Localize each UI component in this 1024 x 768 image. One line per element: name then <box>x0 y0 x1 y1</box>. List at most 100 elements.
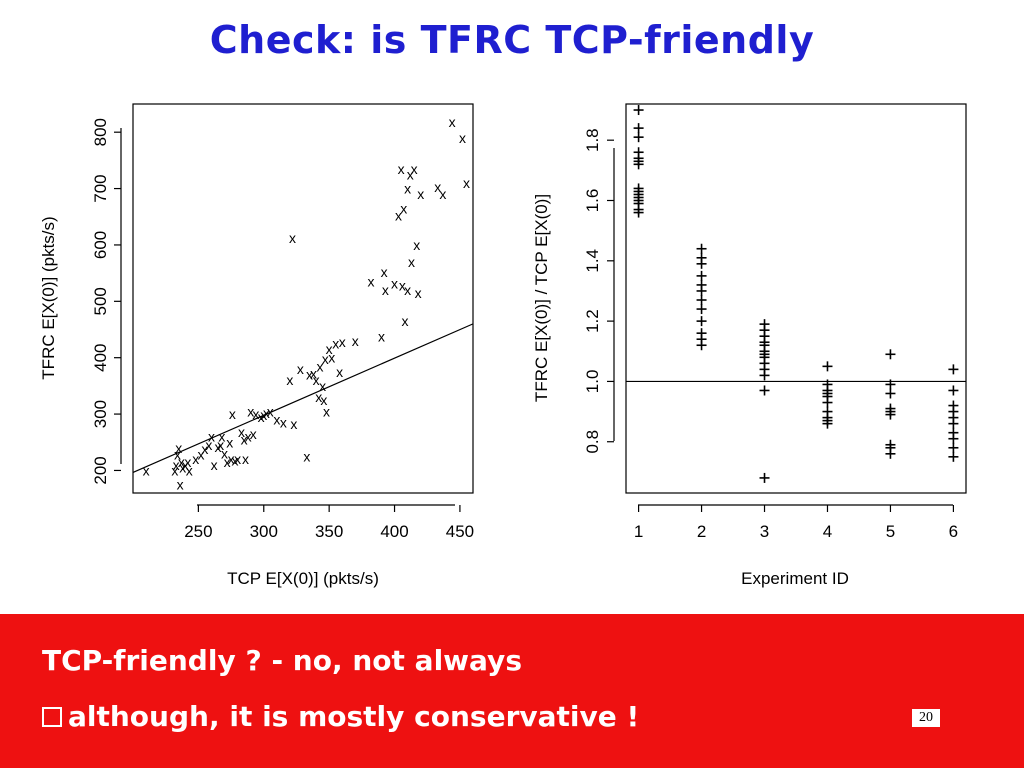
left-data-point: x <box>258 409 265 425</box>
left-data-point: x <box>208 429 215 445</box>
left-reference-line <box>132 323 474 473</box>
left-data-point: x <box>434 179 441 195</box>
left-data-point: x <box>182 457 189 473</box>
left-y-tick-label: 700 <box>91 174 110 202</box>
right-data-point <box>948 442 959 453</box>
checkbox-bullet-icon <box>42 707 62 727</box>
right-x-ticks: 1 2 3 4 5 6 <box>634 505 958 541</box>
right-data-point <box>885 409 896 420</box>
left-data-point: x <box>218 429 225 445</box>
left-data-point: x <box>407 166 414 182</box>
right-data-point <box>633 132 644 143</box>
left-data-point: x <box>217 437 224 453</box>
left-data-point: x <box>408 254 415 270</box>
left-data-point: x <box>226 434 233 450</box>
right-x-axis-title: Experiment ID <box>741 569 849 588</box>
left-y-tick-label: 400 <box>91 344 110 372</box>
right-data-point <box>948 433 959 444</box>
left-x-ticks: 250 300 350 400 450 <box>184 505 474 541</box>
right-data-point <box>696 258 707 269</box>
left-data-point: x <box>198 447 205 463</box>
right-data-point <box>759 370 770 381</box>
left-data-point: x <box>184 454 191 470</box>
right-data-point <box>948 418 959 429</box>
left-data-point: x <box>404 181 411 197</box>
left-data-point: x <box>289 230 296 246</box>
left-y-ticks: 200 300 400 500 600 700 800 <box>91 118 121 485</box>
right-data-point <box>948 385 959 396</box>
left-x-tick-label: 350 <box>315 522 343 541</box>
right-data-point <box>696 340 707 351</box>
right-y-tick-label: 0.8 <box>583 430 602 454</box>
right-data-point <box>822 397 833 408</box>
left-data-point: x <box>286 372 293 388</box>
left-data-point: x <box>381 264 388 280</box>
left-data-point: x <box>328 350 335 366</box>
left-x-tick-label: 250 <box>184 522 212 541</box>
left-data-point: x <box>228 451 235 467</box>
left-data-point: x <box>211 457 218 473</box>
left-data-point: x <box>232 452 239 468</box>
slide-title: Check: is TFRC TCP-friendly <box>209 18 815 62</box>
right-data-point <box>696 285 707 296</box>
left-data-point: x <box>238 424 245 440</box>
right-data-point <box>633 123 644 134</box>
right-data-point <box>822 418 833 429</box>
left-data-point: x <box>224 454 231 470</box>
left-data-point: x <box>417 186 424 202</box>
bullet-line-2-text: although, it is mostly conservative ! <box>68 700 640 733</box>
left-data-point: x <box>273 412 280 428</box>
right-data-point <box>822 361 833 372</box>
left-data-point: x <box>399 278 406 294</box>
right-data-point <box>885 349 896 360</box>
left-x-tick-label: 400 <box>380 522 408 541</box>
left-data-point: x <box>303 448 310 464</box>
right-data-point <box>885 379 896 390</box>
left-data-point: x <box>280 415 287 431</box>
right-data-point <box>633 207 644 218</box>
left-data-point: x <box>252 406 259 422</box>
right-data-point <box>759 385 770 396</box>
right-y-tick-label: 1.2 <box>583 309 602 333</box>
left-data-point: x <box>241 431 248 447</box>
left-y-tick-label: 300 <box>91 400 110 428</box>
left-data-point: x <box>352 333 359 349</box>
right-data-point <box>948 364 959 375</box>
left-data-point: x <box>382 282 389 298</box>
left-data-point: x <box>247 403 254 419</box>
left-data-point: x <box>260 407 267 423</box>
bottom-banner <box>0 614 1024 768</box>
right-y-ticks: 0.8 1.0 1.2 1.4 1.6 1.8 <box>583 128 614 454</box>
right-data-point <box>696 243 707 254</box>
left-plot-frame <box>132 103 474 494</box>
left-data-point: x <box>205 437 212 453</box>
left-y-axis-title: TFRC E[X(0)] (pkts/s) <box>39 216 58 379</box>
right-data-point <box>696 270 707 281</box>
left-data-point: x <box>322 351 329 367</box>
left-data-point: x <box>234 451 241 467</box>
page-number: 20 <box>912 709 940 727</box>
left-data-point: x <box>336 364 343 380</box>
left-data-point: x <box>391 275 398 291</box>
left-data-point: x <box>313 372 320 388</box>
left-data-point: x <box>175 440 182 456</box>
left-data-point: x <box>449 114 456 130</box>
right-data-point <box>696 304 707 315</box>
left-data-point: x <box>459 130 466 146</box>
left-data-point: x <box>242 451 249 467</box>
left-data-point: x <box>177 477 184 493</box>
left-data-point: x <box>339 334 346 350</box>
left-data-point: x <box>368 274 375 290</box>
right-data-point <box>696 316 707 327</box>
left-data-point: x <box>143 462 150 478</box>
right-data-point <box>885 448 896 459</box>
left-data-point: x <box>378 328 385 344</box>
left-data-point: x <box>415 285 422 301</box>
right-x-tick-label: 2 <box>697 522 706 541</box>
left-data-point: x <box>306 367 313 383</box>
right-data-points <box>633 105 959 483</box>
left-data-point: x <box>404 282 411 298</box>
left-data-point: x <box>439 186 446 202</box>
right-data-point <box>633 159 644 170</box>
